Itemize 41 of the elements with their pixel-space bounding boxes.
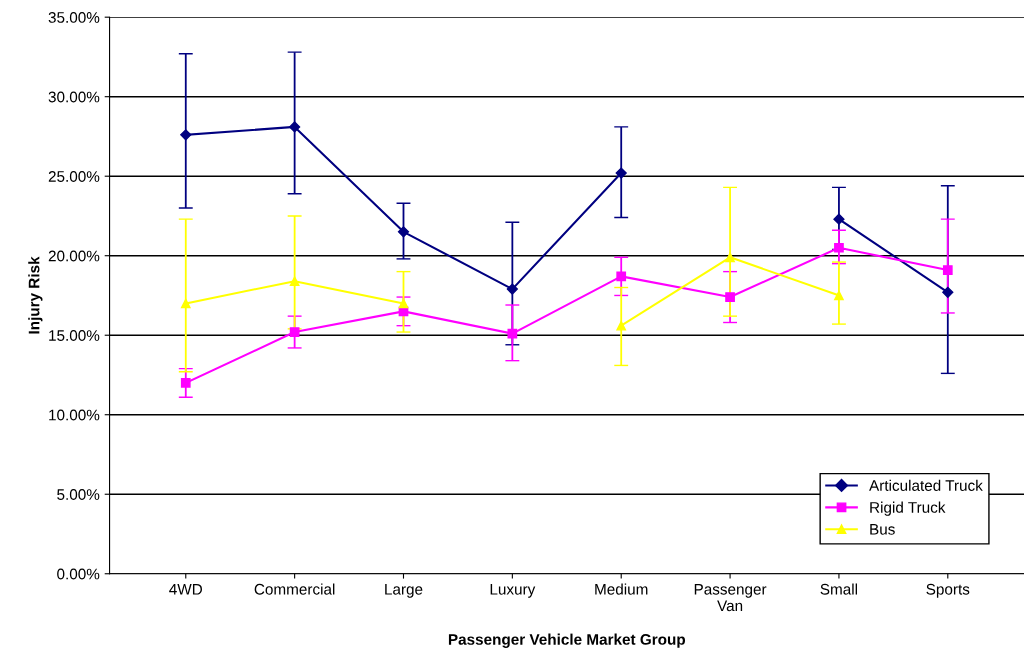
legend-label: Rigid Truck xyxy=(870,501,946,516)
y-axis-title: Injury Risk xyxy=(28,256,43,334)
legend-label: Articulated Truck xyxy=(869,479,983,491)
point xyxy=(725,252,735,263)
x-tick-label: Sports xyxy=(926,583,970,598)
point xyxy=(180,129,192,141)
point xyxy=(616,271,627,282)
y-tick-label: 15.00% xyxy=(49,330,100,341)
x-tick-label: Large xyxy=(385,584,423,598)
x-tick-label: Passenger Van xyxy=(694,584,767,612)
point xyxy=(180,378,191,388)
point xyxy=(180,298,191,309)
y-tick-label: 25.00% xyxy=(48,171,100,182)
point xyxy=(289,121,301,133)
point xyxy=(834,242,844,253)
x-tick-label: Medium xyxy=(595,583,648,595)
x-axis-title: Passenger Vehicle Market Group xyxy=(448,633,686,648)
y-tick-label: 30.00% xyxy=(48,91,100,103)
x-tick-label: 4WD xyxy=(169,584,203,595)
point xyxy=(616,320,627,331)
x-tick-label: Luxury xyxy=(490,584,536,598)
point xyxy=(942,265,953,275)
x-tick-label: Small xyxy=(820,583,858,595)
y-tick-label: 5.00% xyxy=(57,489,100,500)
x-tick-label: Commercial xyxy=(254,583,335,595)
point xyxy=(398,298,409,309)
point xyxy=(615,167,627,179)
legend-label: Bus xyxy=(870,524,895,535)
point xyxy=(289,327,300,337)
point xyxy=(397,226,410,238)
point xyxy=(507,328,518,339)
point xyxy=(506,283,518,295)
point xyxy=(942,286,954,298)
y-tick-label: 0.00% xyxy=(57,568,100,580)
point xyxy=(289,276,300,287)
y-tick-label: 35.00% xyxy=(48,12,100,23)
y-tick-label: 20.00% xyxy=(48,250,100,262)
y-tick-label: 10.00% xyxy=(49,409,100,421)
point xyxy=(834,290,844,301)
point xyxy=(833,213,845,225)
point xyxy=(725,292,735,302)
